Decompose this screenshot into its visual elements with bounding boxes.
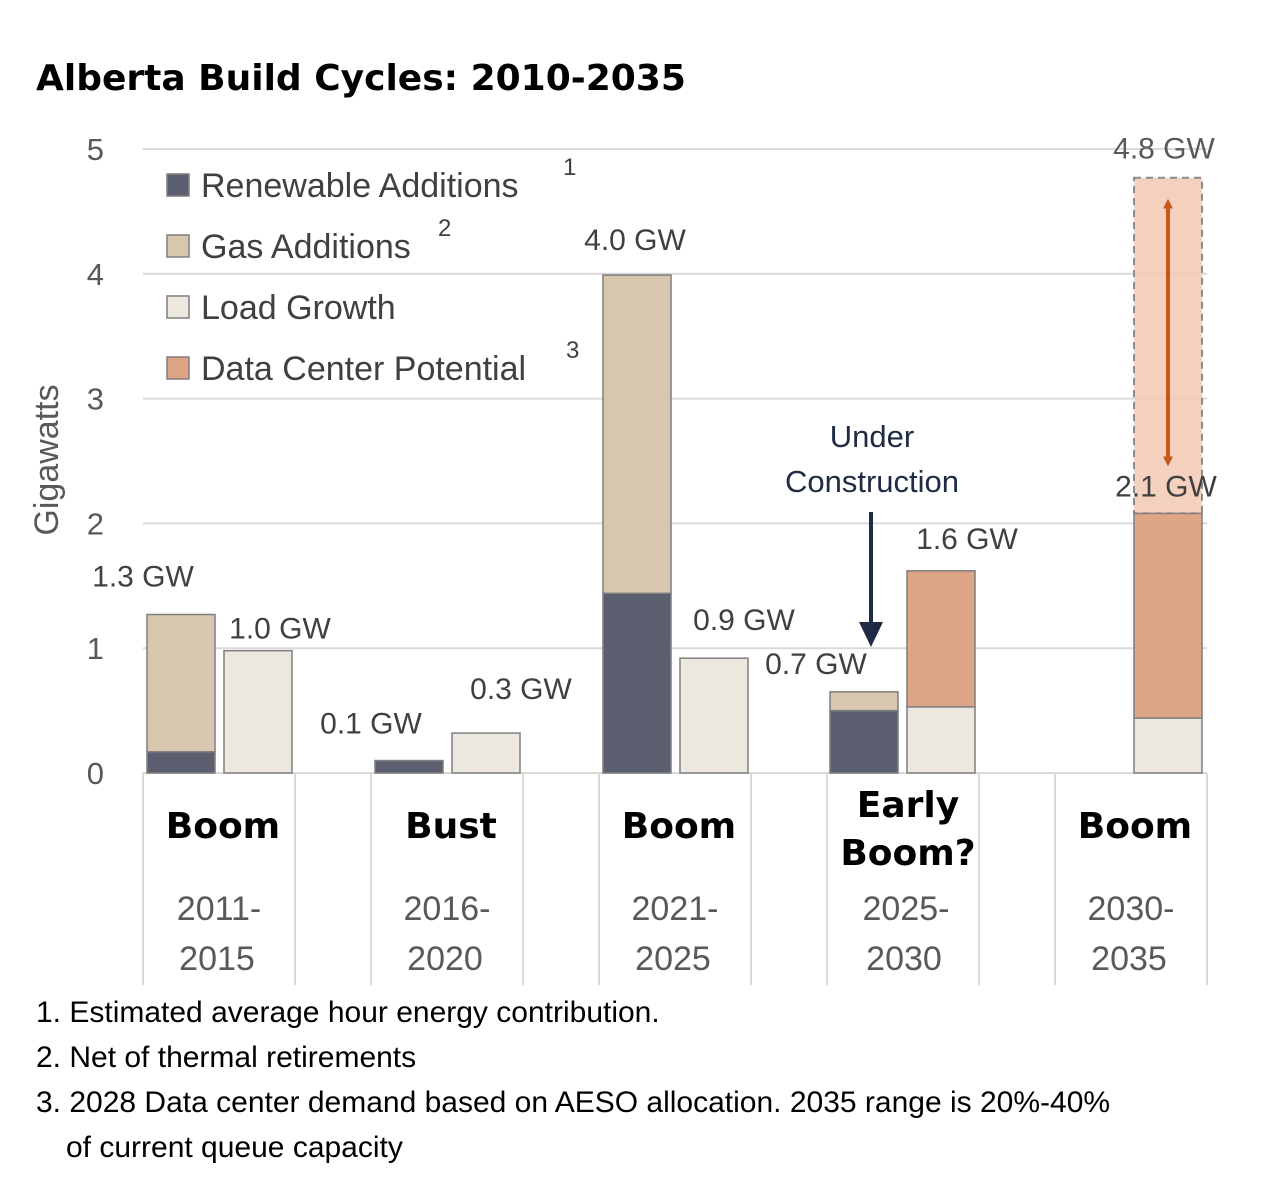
bar-segment: [1133, 717, 1203, 774]
annotation-label: Construction: [785, 464, 959, 499]
annotation-arrow-head: [859, 622, 883, 647]
data-label: 0.3 GW: [470, 673, 572, 706]
data-label: 4.0 GW: [584, 224, 686, 257]
footnote-1: 1. Estimated average hour energy contrib…: [36, 996, 660, 1029]
bar-segment: [679, 657, 749, 774]
bar-segment: [1133, 512, 1203, 719]
legend-superscript: 2: [438, 215, 451, 242]
period-label: 2016-: [404, 890, 491, 928]
data-label: 1.0 GW: [229, 613, 331, 646]
footnote-2: 2. Net of thermal retirements: [36, 1041, 417, 1074]
legend-label: Renewable Additions: [201, 167, 519, 205]
y-tick-label: 5: [87, 132, 104, 167]
bar-segment: [829, 709, 899, 774]
period-label: 2025: [635, 940, 711, 978]
legend-label: Data Center Potential: [201, 350, 526, 388]
data-label: 2.1 GW: [1115, 470, 1217, 503]
annotation-label: Under: [830, 419, 914, 454]
y-tick-label: 0: [87, 756, 104, 791]
y-axis-ticks: 0 1 2 3 4 5: [87, 132, 104, 791]
footnotes: 1. Estimated average hour energy contrib…: [36, 990, 1236, 1170]
period-label: 2035: [1091, 940, 1167, 978]
phase-label: Boom: [622, 806, 736, 847]
bar-segment: [602, 274, 672, 595]
y-axis-label: Gigawatts: [28, 384, 66, 535]
footnote-3: 3. 2028 Data center demand based on AESO…: [36, 1086, 1111, 1119]
phase-label: Boom?: [840, 833, 975, 874]
phase-label: Early: [857, 785, 959, 826]
category-axis: Boom 2011- 2015 Bust 2016- 2020 Boom 2021- 2025 E…: [142, 773, 1208, 985]
chart-title: Alberta Build Cycles: 2010-2035: [36, 58, 686, 99]
bar-segment: [829, 691, 899, 712]
period-label: 2030-: [1088, 890, 1175, 928]
y-tick-label: 2: [87, 506, 104, 541]
period-label: 2025-: [863, 890, 950, 928]
legend-superscript: 1: [563, 154, 576, 181]
bar-segment: [602, 592, 672, 774]
bar-segment: [374, 759, 444, 774]
period-label: 2011-: [177, 890, 261, 928]
phase-label: Bust: [405, 806, 497, 847]
y-tick-label: 4: [87, 257, 104, 292]
data-label: 0.9 GW: [693, 604, 795, 637]
legend-superscript: 3: [566, 337, 579, 364]
bar-segment: [146, 751, 216, 774]
phase-label: Boom: [1078, 806, 1192, 847]
bar-segment: [451, 732, 521, 774]
gridlines: [143, 148, 1207, 774]
y-tick-label: 3: [87, 382, 104, 417]
bars: [146, 274, 1203, 774]
period-label: 2030: [866, 940, 942, 978]
data-label: 1.6 GW: [916, 523, 1018, 556]
bar-segment: [906, 570, 976, 708]
chart: Alberta Build Cycles: 2010-2035 0 1 2 3 4 5 G…: [28, 58, 1218, 985]
footnote-3-continued: of current queue capacity: [66, 1131, 403, 1164]
legend-swatch: [166, 173, 190, 197]
legend-swatch: [166, 234, 190, 258]
data-label: 0.1 GW: [320, 708, 422, 741]
data-label: 1.3 GW: [92, 561, 194, 594]
bar-segment: [146, 613, 216, 753]
data-label: 0.7 GW: [765, 648, 867, 681]
bar-segment: [906, 706, 976, 774]
bar-segment: [223, 649, 293, 774]
legend: Renewable Additions 1 Gas Additions 2 Load G…: [166, 154, 579, 388]
range-label: 4.8 GW: [1113, 133, 1215, 166]
legend-label: Gas Additions: [201, 228, 411, 266]
period-label: 2015: [179, 940, 255, 978]
period-label: 2020: [407, 940, 483, 978]
legend-label: Load Growth: [201, 289, 396, 327]
range-layer: [1133, 176, 1203, 515]
legend-swatch: [166, 356, 190, 380]
period-label: 2021-: [632, 890, 719, 928]
y-tick-label: 1: [87, 631, 104, 666]
phase-label: Boom: [166, 806, 280, 847]
data-labels: 1.3 GW 1.0 GW 0.1 GW 0.3 GW 4.0 GW 0.9 GW 0.7 …: [92, 133, 1217, 741]
legend-swatch: [166, 295, 190, 319]
annotation: Under Construction: [785, 419, 959, 647]
